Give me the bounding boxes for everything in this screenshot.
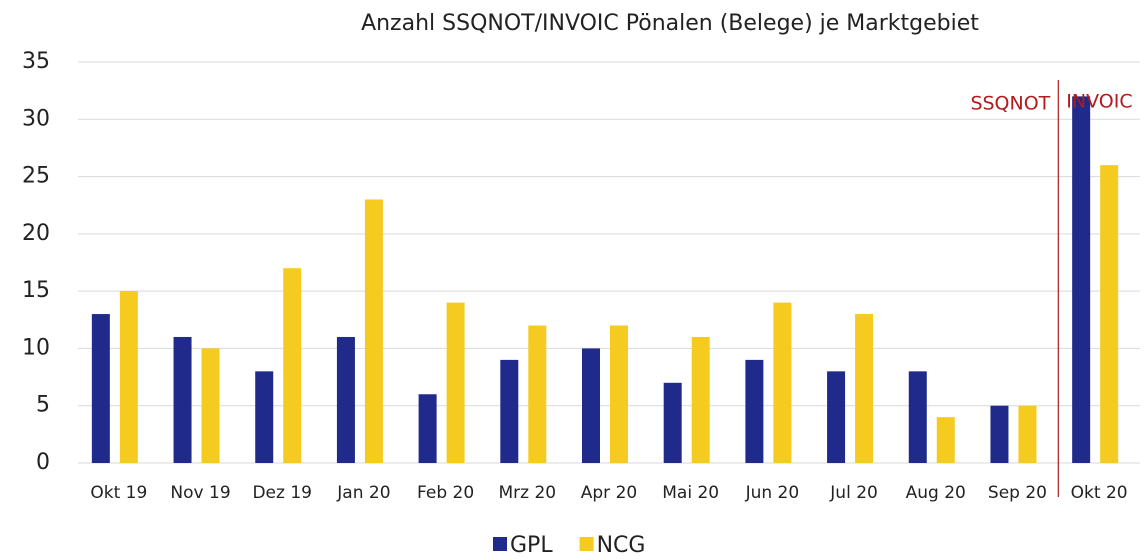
x-tick-label: Okt 19 bbox=[90, 483, 147, 503]
y-tick-label: 5 bbox=[36, 393, 50, 418]
bar bbox=[908, 371, 927, 463]
bar bbox=[936, 417, 955, 463]
x-tick-label: Nov 19 bbox=[170, 483, 230, 503]
bar bbox=[827, 371, 846, 463]
bar bbox=[990, 405, 1009, 463]
bar bbox=[855, 314, 874, 463]
x-tick-label: Aug 20 bbox=[906, 483, 966, 503]
y-tick-label: 15 bbox=[22, 278, 50, 303]
bar bbox=[773, 302, 792, 463]
bar bbox=[201, 348, 220, 463]
x-tick-label: Okt 20 bbox=[1071, 483, 1128, 503]
bar bbox=[336, 336, 355, 463]
y-tick-label: 20 bbox=[22, 221, 50, 246]
x-tick-label: Dez 19 bbox=[252, 483, 312, 503]
annotation: INVOIC bbox=[1066, 91, 1132, 113]
x-tick-label: Jul 20 bbox=[829, 483, 878, 503]
y-tick-label: 25 bbox=[22, 164, 50, 189]
bar bbox=[446, 302, 465, 463]
bar bbox=[745, 359, 764, 463]
bar bbox=[691, 336, 710, 463]
bar bbox=[255, 371, 274, 463]
bar bbox=[283, 268, 302, 463]
x-tick-label: Jun 20 bbox=[745, 483, 800, 503]
legend-label: NCG bbox=[597, 533, 646, 558]
x-tick-label: Mrz 20 bbox=[498, 483, 556, 503]
bar bbox=[364, 199, 383, 463]
chart-title: Anzahl SSQNOT/INVOIC Pönalen (Belege) je… bbox=[361, 11, 979, 36]
bar bbox=[1100, 165, 1119, 463]
y-tick-label: 35 bbox=[22, 49, 50, 74]
x-tick-label: Sep 20 bbox=[988, 483, 1047, 503]
bar bbox=[582, 348, 600, 463]
bar bbox=[119, 291, 138, 463]
bar bbox=[418, 394, 437, 463]
x-tick-label: Feb 20 bbox=[417, 483, 474, 503]
bar bbox=[91, 314, 110, 463]
x-tick-label: Apr 20 bbox=[581, 483, 637, 503]
x-tick-label: Mai 20 bbox=[662, 483, 719, 503]
bar bbox=[1018, 405, 1037, 463]
bar bbox=[173, 336, 192, 463]
x-tick-label: Jan 20 bbox=[336, 483, 390, 503]
y-tick-label: 30 bbox=[22, 106, 50, 131]
bar bbox=[663, 382, 682, 463]
bar bbox=[500, 359, 519, 463]
bar bbox=[528, 325, 547, 463]
legend-swatch bbox=[579, 537, 594, 551]
bar bbox=[610, 325, 628, 463]
annotation: SSQNOT bbox=[970, 93, 1050, 115]
legend-swatch bbox=[493, 537, 507, 551]
legend-label: GPL bbox=[510, 533, 553, 558]
bar bbox=[1072, 96, 1091, 463]
y-tick-label: 10 bbox=[22, 335, 50, 360]
y-tick-label: 0 bbox=[36, 450, 50, 475]
